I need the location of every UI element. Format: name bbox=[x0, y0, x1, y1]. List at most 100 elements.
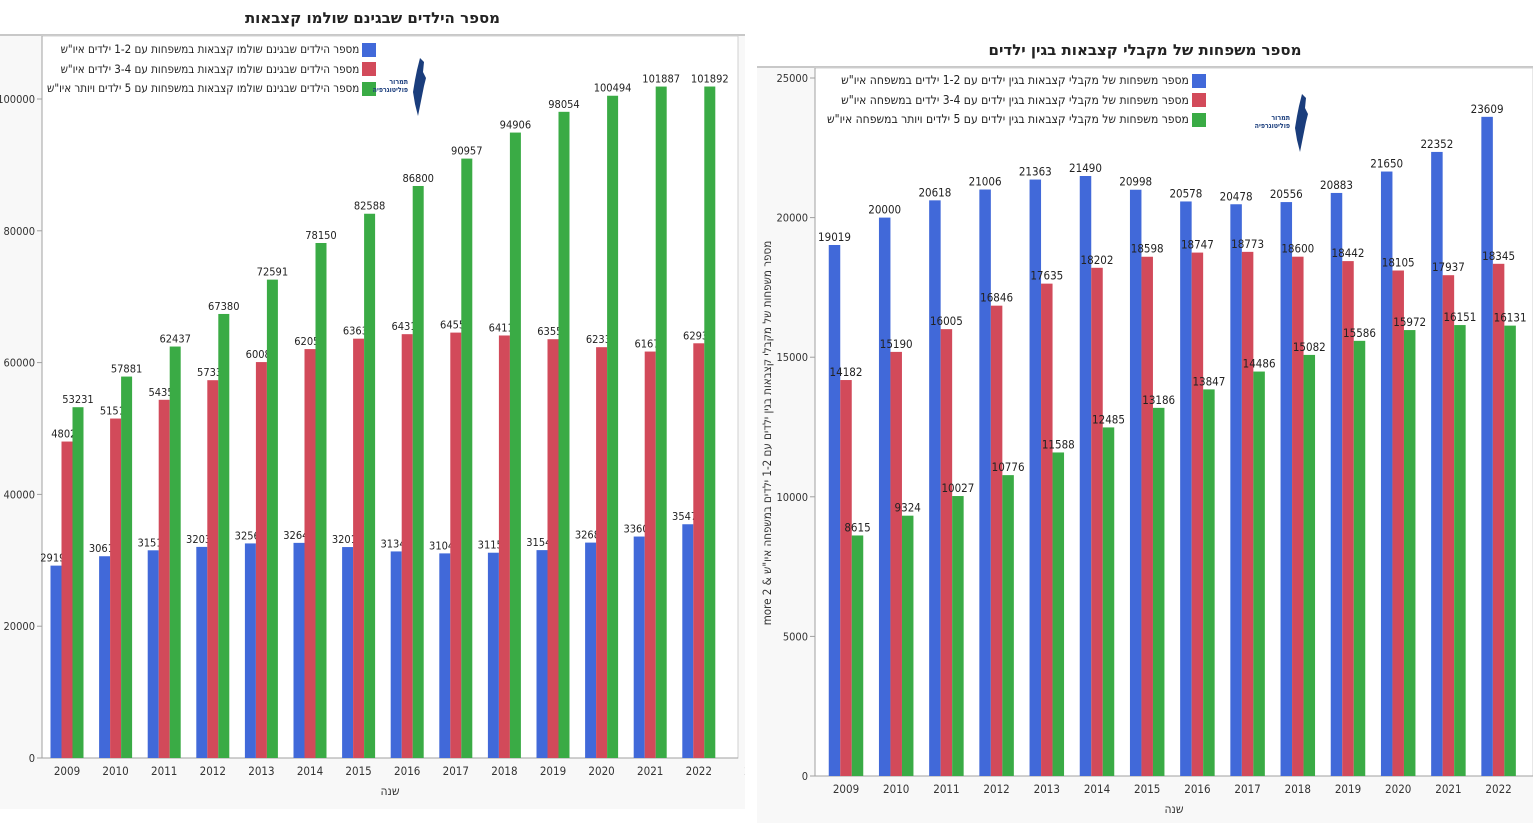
x-axis-label: שנה bbox=[1164, 802, 1183, 816]
data-label: 18598 bbox=[1131, 242, 1164, 256]
plot-area bbox=[41, 35, 739, 759]
bar bbox=[364, 213, 376, 758]
bar bbox=[1403, 330, 1416, 776]
bar bbox=[1292, 256, 1304, 776]
bar bbox=[1152, 407, 1165, 776]
bar bbox=[1504, 325, 1516, 776]
data-label: 15190 bbox=[880, 337, 913, 351]
bar bbox=[682, 524, 694, 758]
data-label: 20998 bbox=[1119, 175, 1152, 189]
bar bbox=[901, 515, 914, 776]
legend-item: מספר הילדים שבגינם שולמו קצבאות במשפחות … bbox=[47, 60, 377, 80]
data-label: 101887 bbox=[642, 73, 680, 86]
bar-chart-families: 0 5000 10000 15000 20000 25000 19019 14182 8615 2… bbox=[777, 67, 1533, 816]
bar bbox=[99, 556, 111, 758]
bar bbox=[50, 565, 62, 758]
data-label: 100494 bbox=[594, 82, 632, 95]
bar bbox=[547, 339, 559, 758]
data-label: 18442 bbox=[1332, 246, 1365, 260]
data-label: 8615 bbox=[844, 520, 870, 534]
bar bbox=[1330, 192, 1343, 776]
data-label: 19019 bbox=[818, 230, 851, 244]
data-label: 15082 bbox=[1293, 340, 1326, 354]
data-label: 72591 bbox=[257, 266, 288, 279]
bar bbox=[1342, 261, 1354, 776]
bar bbox=[207, 380, 219, 758]
y-tick-label: 40000 bbox=[4, 488, 35, 501]
bar bbox=[607, 95, 619, 759]
data-label: 18105 bbox=[1382, 256, 1415, 270]
x-axis-label: שנה bbox=[380, 784, 399, 798]
title-bar: מספר משפחות של מקבלי קצבאות בגין ילדים bbox=[757, 36, 1533, 68]
legend: מספר משפחות של מקבלי קצבאות בגין ילדים ע… bbox=[827, 71, 1206, 130]
chart-panel-families: מספר משפחות של מקבלי קצבאות בגין ילדים 0… bbox=[757, 36, 1533, 823]
bar bbox=[644, 351, 656, 758]
y-tick-label: 0 bbox=[29, 752, 35, 765]
y-tick-label: 60000 bbox=[4, 357, 35, 370]
data-label: 23609 bbox=[1471, 102, 1504, 116]
logo-text: תמרור פוליטוגרפיה bbox=[1254, 114, 1290, 130]
bar bbox=[147, 550, 159, 758]
data-label: 15972 bbox=[1393, 315, 1426, 329]
data-label: 9324 bbox=[895, 501, 921, 515]
bar bbox=[450, 332, 462, 758]
bar bbox=[169, 346, 181, 758]
bar bbox=[704, 86, 716, 758]
data-label: 78150 bbox=[305, 229, 336, 242]
data-label: 18600 bbox=[1281, 242, 1314, 256]
data-label: 20478 bbox=[1220, 189, 1253, 203]
data-label: 21006 bbox=[969, 175, 1002, 189]
bar bbox=[72, 407, 84, 758]
bar bbox=[1052, 452, 1065, 776]
bar bbox=[255, 362, 267, 758]
x-tick-label: 2016 bbox=[1184, 782, 1210, 796]
chart-title: מספר הילדים שבגינם שולמו קצבאות bbox=[244, 9, 501, 27]
data-label: 20883 bbox=[1320, 178, 1353, 192]
data-label: 53231 bbox=[62, 393, 93, 406]
x-tick-label: 2012 bbox=[200, 764, 226, 778]
x-tick-label: 2011 bbox=[933, 782, 959, 796]
x-tick-label: 2015 bbox=[1134, 782, 1160, 796]
x-tick-label: 2009 bbox=[833, 782, 859, 796]
data-label: 15586 bbox=[1343, 326, 1376, 340]
bar bbox=[655, 86, 667, 758]
legend-label: מספר הילדים שבגינם שולמו קצבאות במשפחות … bbox=[47, 81, 360, 95]
bar bbox=[878, 217, 891, 777]
bar bbox=[633, 536, 645, 758]
bar bbox=[509, 132, 521, 758]
data-label: 13847 bbox=[1192, 374, 1225, 388]
y-tick-label: 0 bbox=[802, 770, 808, 783]
x-tick-label: 2020 bbox=[1385, 782, 1411, 796]
bar bbox=[315, 242, 327, 758]
bar bbox=[439, 553, 451, 758]
data-label: 57881 bbox=[111, 363, 142, 376]
legend-item: מספר משפחות של מקבלי קצבאות בגין ילדים ע… bbox=[827, 110, 1206, 130]
bar bbox=[401, 334, 413, 758]
bar bbox=[693, 343, 705, 758]
title-bar: מספר הילדים שבגינם שולמו קצבאות bbox=[0, 4, 745, 36]
legend: מספר הילדים שבגינם שולמו קצבאות במשפחות … bbox=[47, 40, 377, 99]
bar bbox=[390, 551, 402, 758]
bar bbox=[1079, 175, 1092, 776]
data-label: 12485 bbox=[1092, 412, 1125, 426]
data-label: 10776 bbox=[992, 460, 1025, 474]
data-label: 90957 bbox=[451, 145, 482, 158]
bar bbox=[498, 335, 510, 758]
plot-area bbox=[814, 67, 1533, 777]
x-tick-label: 2 bbox=[744, 764, 745, 778]
data-label: 16005 bbox=[930, 314, 963, 328]
bar bbox=[1041, 283, 1053, 776]
bar bbox=[828, 244, 841, 777]
data-label: 86800 bbox=[402, 172, 433, 185]
legend-swatch-green bbox=[1191, 112, 1206, 127]
logo: תמרור פוליטוגרפיה bbox=[373, 56, 428, 116]
data-label: 101892 bbox=[691, 73, 729, 86]
bar bbox=[353, 338, 365, 758]
data-label: 20578 bbox=[1169, 186, 1202, 200]
x-tick-label: 2009 bbox=[54, 764, 80, 778]
legend-swatch-red bbox=[1191, 93, 1206, 108]
data-label: 22352 bbox=[1420, 137, 1453, 151]
chart-panel-children: מספר הילדים שבגינם שולמו קצבאות 0 20000 40… bbox=[0, 4, 745, 809]
y-tick-label: 25000 bbox=[777, 72, 808, 85]
data-label: 17635 bbox=[1030, 269, 1063, 283]
